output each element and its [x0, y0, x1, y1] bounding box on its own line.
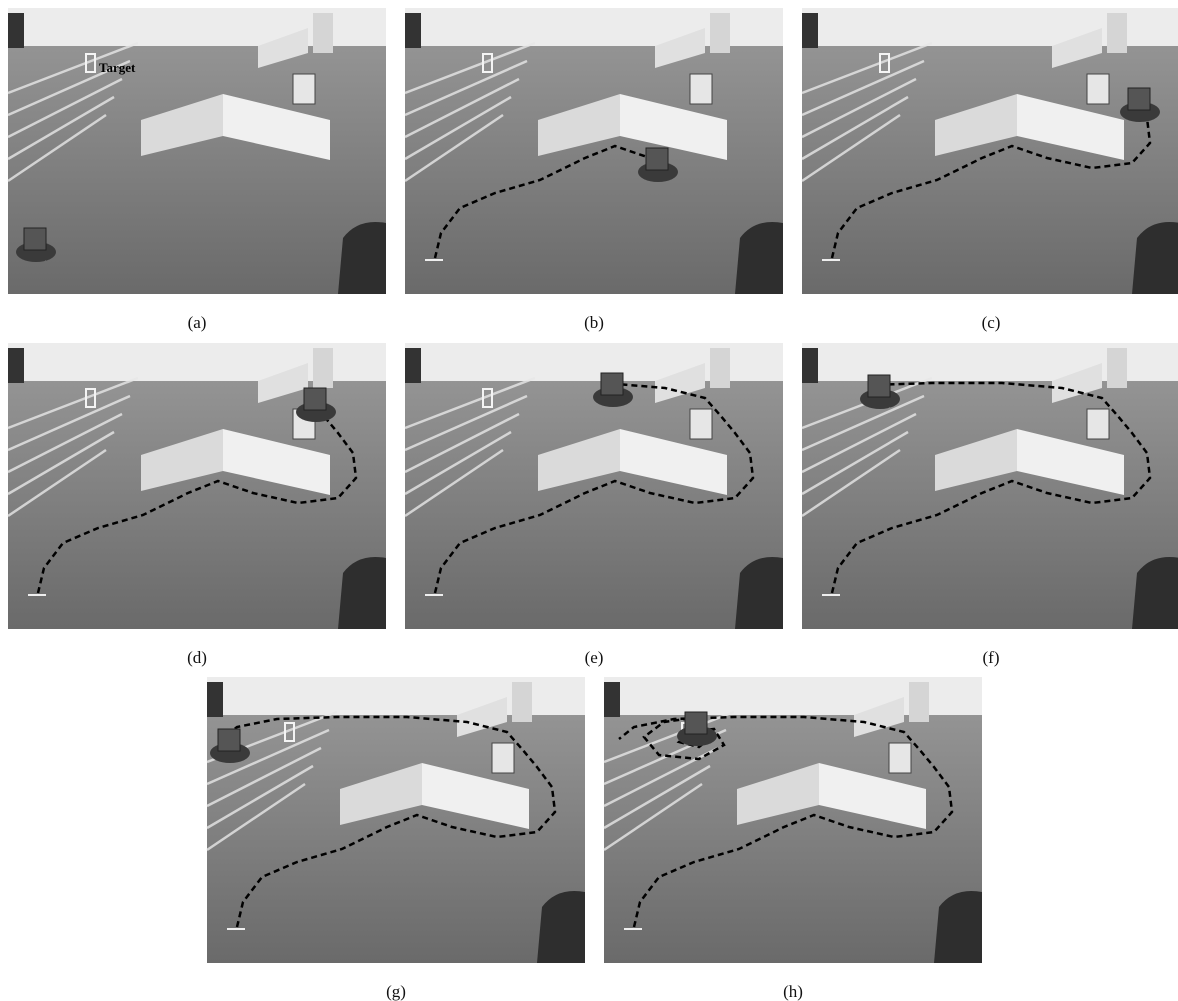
panel	[802, 8, 1178, 294]
box	[293, 74, 315, 104]
panel-label: (a)	[188, 313, 207, 332]
cabinet	[909, 682, 929, 722]
robot-body	[218, 729, 240, 751]
box	[690, 74, 712, 104]
panel	[8, 343, 386, 629]
cabinet	[710, 348, 730, 388]
panel-label: (h)	[783, 982, 803, 1001]
cabinet	[1107, 13, 1127, 53]
robot-body	[304, 388, 326, 410]
cabinet	[512, 682, 532, 722]
box	[1087, 74, 1109, 104]
annotation: Target	[99, 60, 136, 75]
panel-label: (d)	[187, 648, 207, 667]
robot-body	[685, 712, 707, 734]
corner-robot	[8, 13, 24, 48]
corner-robot	[405, 348, 421, 383]
corner-robot	[802, 348, 818, 383]
robot-body	[24, 228, 46, 250]
corner-robot	[802, 13, 818, 48]
box	[492, 743, 514, 773]
corner-robot	[8, 348, 24, 383]
figure: Target (a) (b) (c) (d) (e) (f) (g) (h)	[0, 0, 1178, 1001]
corner-robot	[405, 13, 421, 48]
panel-label: (g)	[386, 982, 406, 1001]
box	[889, 743, 911, 773]
cabinet	[710, 13, 730, 53]
panel-label: (e)	[585, 648, 604, 667]
robot-body	[646, 148, 668, 170]
panel-label: (f)	[983, 648, 1000, 667]
corner-robot	[604, 682, 620, 717]
cabinet	[1107, 348, 1127, 388]
robot-body	[601, 373, 623, 395]
panel	[405, 8, 783, 294]
robot-body	[868, 375, 890, 397]
box	[690, 409, 712, 439]
panel: Target	[8, 8, 386, 294]
panel-label: (c)	[982, 313, 1001, 332]
robot-body	[1128, 88, 1150, 110]
cabinet	[313, 13, 333, 53]
corner-robot	[207, 682, 223, 717]
panel	[405, 343, 783, 629]
panel-label: (b)	[584, 313, 604, 332]
panel	[207, 677, 585, 963]
panel	[604, 677, 982, 963]
cabinet	[313, 348, 333, 388]
panel	[802, 343, 1178, 629]
box	[1087, 409, 1109, 439]
